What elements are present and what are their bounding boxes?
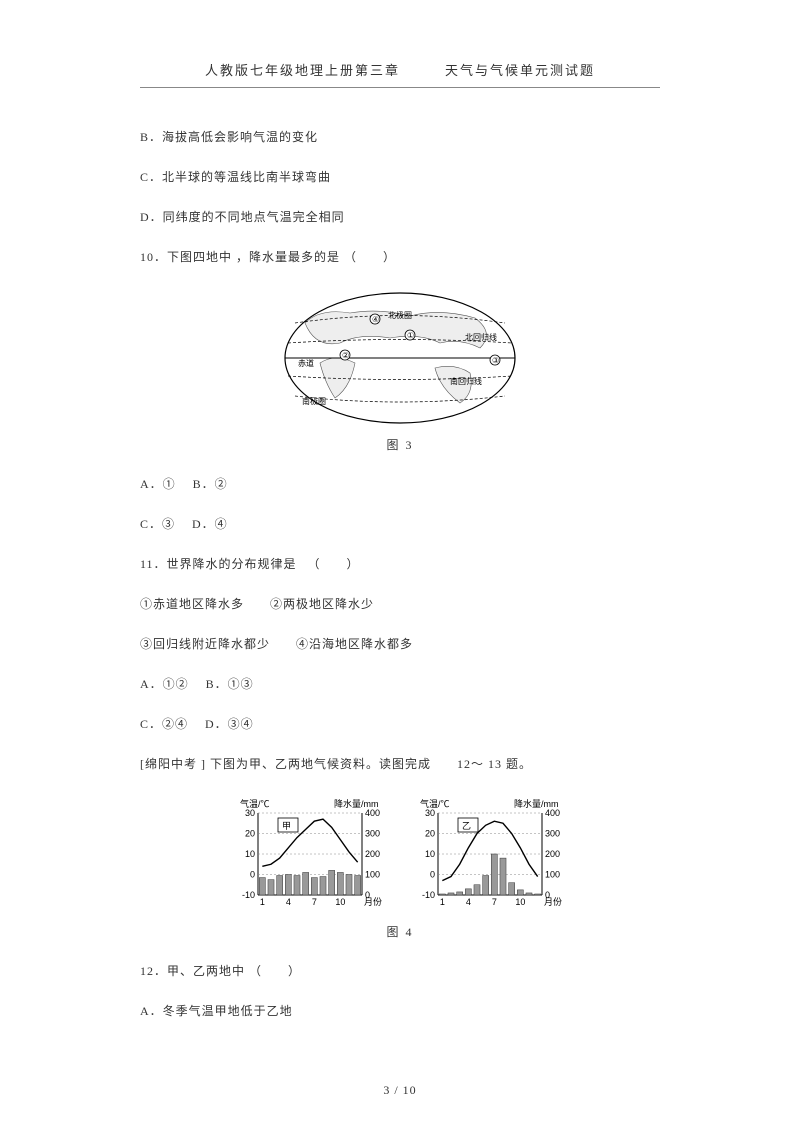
svg-text:20: 20 bbox=[245, 829, 255, 839]
q10-option-ab: A．① B．② bbox=[140, 475, 660, 493]
svg-text:100: 100 bbox=[365, 870, 380, 880]
svg-text:400: 400 bbox=[545, 808, 560, 818]
option-d: D．同纬度的不同地点气温完全相同 bbox=[140, 208, 660, 226]
svg-text:10: 10 bbox=[335, 897, 345, 907]
svg-text:300: 300 bbox=[545, 829, 560, 839]
svg-text:0: 0 bbox=[430, 870, 435, 880]
figure-4-charts: 气温/℃降水量/mm-100010010200203003040014710月份… bbox=[140, 795, 660, 915]
svg-text:乙: 乙 bbox=[462, 821, 471, 831]
q11-option-cd: C．②④ D．③④ bbox=[140, 715, 660, 733]
map-label-spole: 南极圈 bbox=[302, 396, 326, 406]
map-label-tropicN: 北回归线 bbox=[465, 332, 497, 342]
question-12: 12．甲、乙两地中 （ ） bbox=[140, 962, 660, 980]
figure-4-caption: 图 4 bbox=[140, 923, 660, 940]
svg-text:1: 1 bbox=[440, 897, 445, 907]
svg-text:7: 7 bbox=[492, 897, 497, 907]
svg-text:甲: 甲 bbox=[282, 821, 291, 831]
svg-text:-10: -10 bbox=[422, 890, 435, 900]
q11-subline-a: ①赤道地区降水多 ②两极地区降水少 bbox=[140, 595, 660, 613]
q12-option-a: A．冬季气温甲地低于乙地 bbox=[140, 1002, 660, 1020]
svg-text:300: 300 bbox=[365, 829, 380, 839]
svg-text:-10: -10 bbox=[242, 890, 255, 900]
svg-text:①: ① bbox=[407, 331, 414, 340]
intro-12-13: [绵阳中考 ] 下图为甲、乙两地气候资料。读图完成 12～ 13 题。 bbox=[140, 755, 660, 773]
map-label-tropicS: 南回归线 bbox=[450, 376, 482, 386]
svg-text:200: 200 bbox=[545, 849, 560, 859]
map-label-equator: 赤道 bbox=[298, 358, 314, 368]
svg-text:200: 200 bbox=[365, 849, 380, 859]
svg-text:7: 7 bbox=[312, 897, 317, 907]
svg-text:4: 4 bbox=[286, 897, 291, 907]
svg-text:400: 400 bbox=[365, 808, 380, 818]
svg-text:②: ② bbox=[342, 351, 349, 360]
page-footer: 3 / 10 bbox=[0, 1083, 800, 1098]
q11-subline-b: ③回归线附近降水都少 ④沿海地区降水都多 bbox=[140, 635, 660, 653]
svg-text:0: 0 bbox=[250, 870, 255, 880]
figure-3-map: 北极圈 北回归线 赤道 南回归线 南极圈 ① ② ③ ④ bbox=[140, 288, 660, 428]
option-c: C．北半球的等温线比南半球弯曲 bbox=[140, 168, 660, 186]
svg-text:30: 30 bbox=[245, 808, 255, 818]
svg-text:20: 20 bbox=[425, 829, 435, 839]
chart-yi: 气温/℃降水量/mm-100010010200203003040014710月份… bbox=[410, 795, 570, 915]
svg-text:100: 100 bbox=[545, 870, 560, 880]
question-11: 11．世界降水的分布规律是 （ ） bbox=[140, 555, 660, 573]
svg-text:10: 10 bbox=[425, 849, 435, 859]
svg-text:4: 4 bbox=[466, 897, 471, 907]
q11-option-ab: A．①② B．①③ bbox=[140, 675, 660, 693]
svg-text:④: ④ bbox=[372, 315, 379, 324]
q10-option-cd: C．③ D．④ bbox=[140, 515, 660, 533]
svg-text:1: 1 bbox=[260, 897, 265, 907]
svg-text:月份: 月份 bbox=[364, 896, 382, 907]
option-b: B．海拔高低会影响气温的变化 bbox=[140, 128, 660, 146]
svg-text:10: 10 bbox=[245, 849, 255, 859]
header-divider bbox=[140, 87, 660, 88]
page-header: 人教版七年级地理上册第三章 天气与气候单元测试题 bbox=[140, 60, 660, 79]
question-10: 10．下图四地中 ，降水量最多的是 （ ） bbox=[140, 248, 660, 266]
svg-text:30: 30 bbox=[425, 808, 435, 818]
chart-jia: 气温/℃降水量/mm-100010010200203003040014710月份… bbox=[230, 795, 390, 915]
map-label-npole: 北极圈 bbox=[388, 310, 412, 320]
svg-text:③: ③ bbox=[492, 356, 499, 365]
svg-text:月份: 月份 bbox=[544, 896, 562, 907]
svg-text:10: 10 bbox=[515, 897, 525, 907]
figure-3-caption: 图 3 bbox=[140, 436, 660, 453]
